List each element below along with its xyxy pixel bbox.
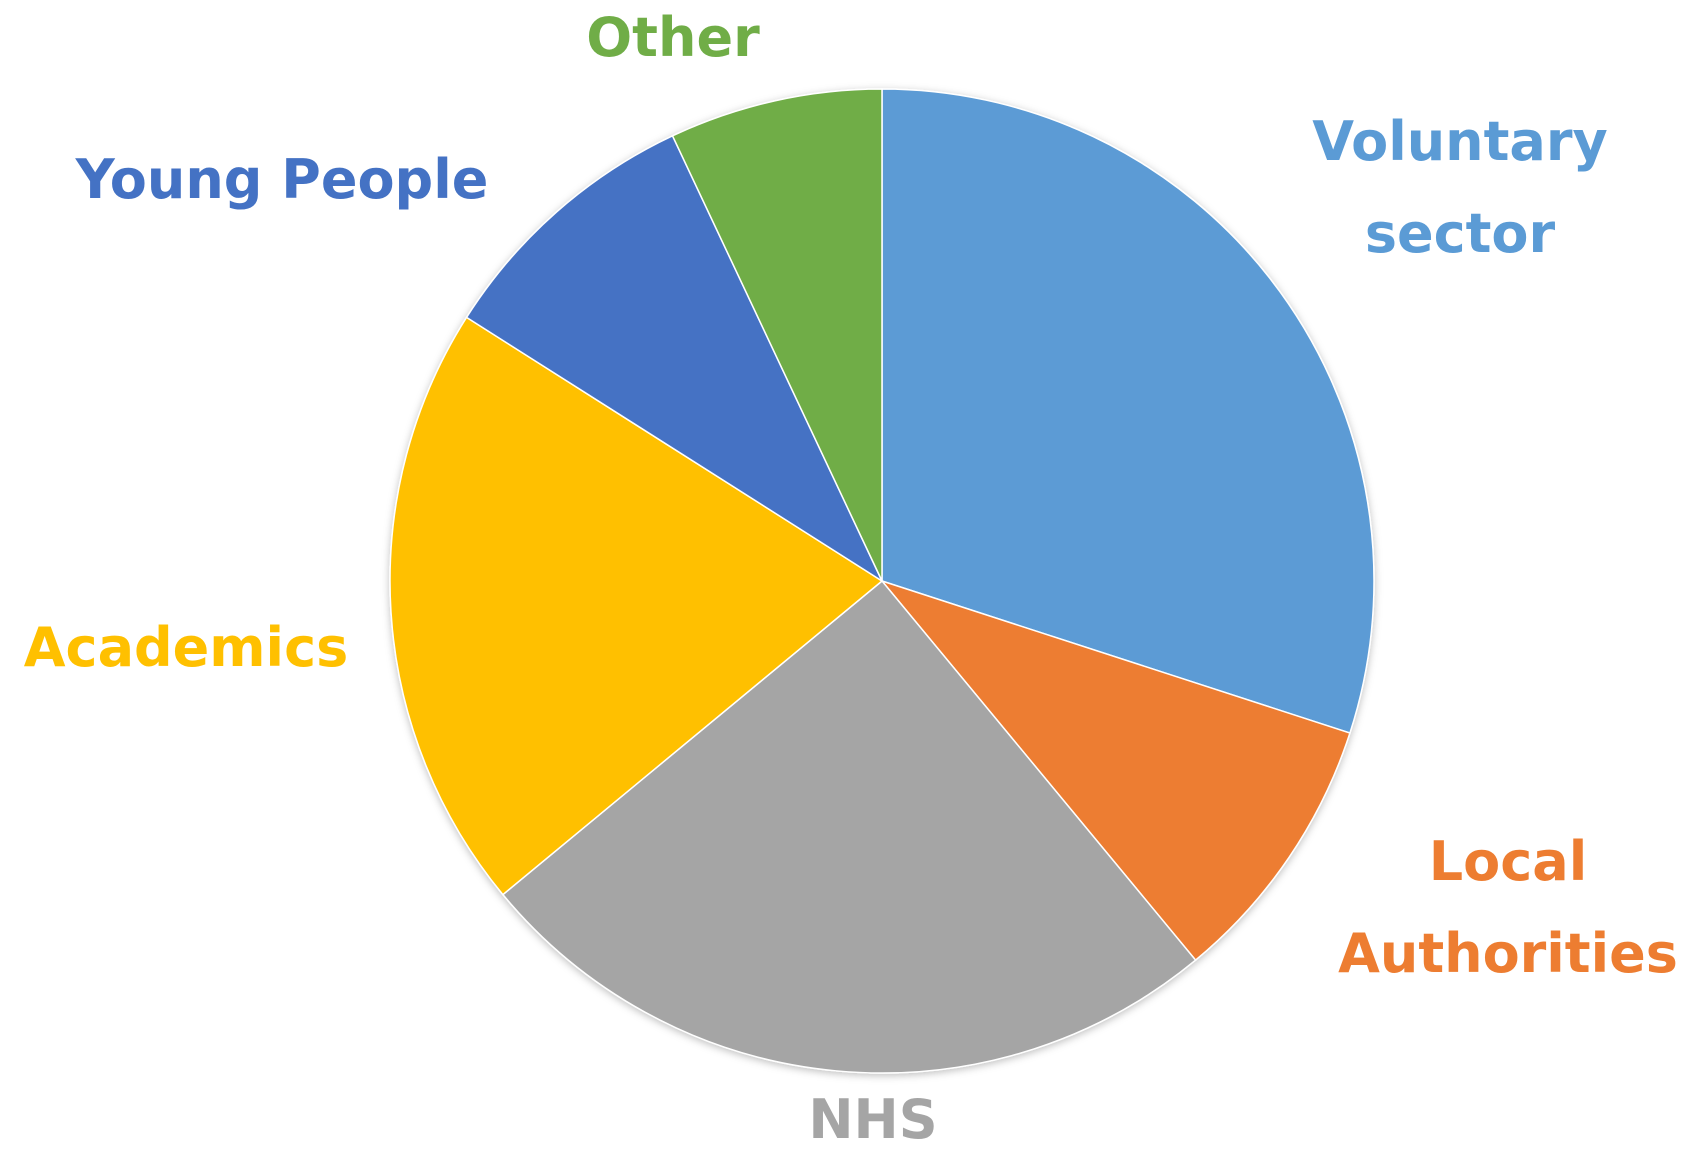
slice-label-voluntary-sector: Voluntary sector <box>1312 110 1607 265</box>
slice-label-line: Academics <box>24 616 348 679</box>
slice-label-line: NHS <box>808 1088 937 1151</box>
pie-labels: Voluntary sector Local Authorities NHS Academ… <box>24 6 1678 1151</box>
slice-label-young-people: Young People <box>75 148 489 211</box>
slice-label-line: Other <box>586 6 760 69</box>
slice-label-line: Local <box>1429 830 1587 893</box>
pie-slice-academics <box>389 316 884 896</box>
slice-label-line: Authorities <box>1338 922 1678 985</box>
pie-slice-young-people <box>465 134 884 584</box>
slice-label-line: sector <box>1365 202 1556 265</box>
pie-slice-local-authorities <box>879 579 1351 962</box>
slice-label-academics: Academics <box>24 616 348 679</box>
pie-slice-nhs <box>501 579 1197 1074</box>
pie-slice-voluntary-sector <box>881 88 1375 734</box>
slice-label-other: Other <box>586 6 760 69</box>
slice-label-nhs: NHS <box>808 1088 937 1151</box>
slice-label-local-authorities: Local Authorities <box>1338 830 1678 985</box>
pie-slices <box>389 88 1375 1074</box>
slice-label-line: Voluntary <box>1312 110 1607 173</box>
slice-label-line: Young People <box>75 148 489 211</box>
pie-slice-other <box>671 88 883 582</box>
